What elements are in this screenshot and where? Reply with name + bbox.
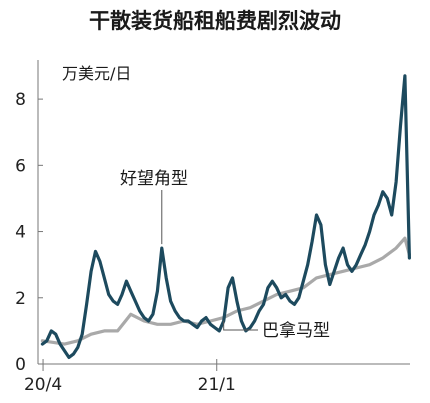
callout-line-panamax: [223, 320, 258, 331]
y-axis: 0 2 4 6 8: [15, 60, 43, 375]
y-tick-label: 4: [15, 223, 26, 243]
y-tick-label: 6: [15, 156, 26, 176]
chart-title: 干散装货船租船费剧烈波动: [89, 9, 341, 33]
x-tick-label: 20/4: [24, 375, 62, 395]
label-panamax: 巴拿马型: [262, 320, 330, 341]
y-tick-label: 0: [15, 355, 26, 375]
series-line-capesize: [40, 74, 411, 359]
x-axis: 20/4 21/1: [24, 359, 410, 395]
label-capesize: 好望角型: [120, 169, 188, 189]
series-layer: [40, 74, 411, 359]
series-line-panamax: [40, 236, 411, 346]
unit-label: 万美元/日: [62, 64, 131, 83]
y-tick-label: 2: [15, 289, 26, 309]
x-tick-label: 21/1: [198, 375, 236, 395]
y-tick-label: 8: [15, 90, 26, 110]
